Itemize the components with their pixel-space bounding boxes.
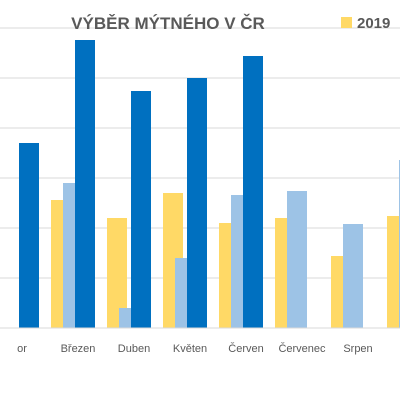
bar-series-2-0 [19, 143, 39, 328]
bar-series-2-1 [75, 40, 95, 328]
x-tick-label: Červen [228, 342, 263, 355]
legend-label-2019: 2019 [357, 15, 390, 32]
x-tick-label: or [17, 343, 27, 355]
x-axis-labels: orBřezenDubenKvětenČervenČervenecSrpenZá… [17, 342, 373, 355]
bar-series-2-2 [131, 91, 151, 328]
legend-swatch-2019 [341, 17, 352, 28]
chart-title: VÝBĚR MÝTNÉHO V ČR [71, 14, 265, 33]
bar-series-1-6 [343, 224, 363, 328]
x-tick-label: Květen [173, 343, 207, 355]
x-tick-label: Srpen [343, 343, 372, 355]
bar-series-0-7 [387, 216, 400, 328]
x-tick-label: Duben [118, 343, 150, 355]
bar-series-2-3 [187, 78, 207, 328]
bar-series-0-2 [107, 218, 127, 328]
x-tick-label: Březen [61, 343, 96, 355]
bar-series-1-5 [287, 191, 307, 328]
x-tick-label: Červenec [278, 342, 326, 355]
bar-series-2-4 [243, 56, 263, 328]
bars [19, 40, 400, 328]
